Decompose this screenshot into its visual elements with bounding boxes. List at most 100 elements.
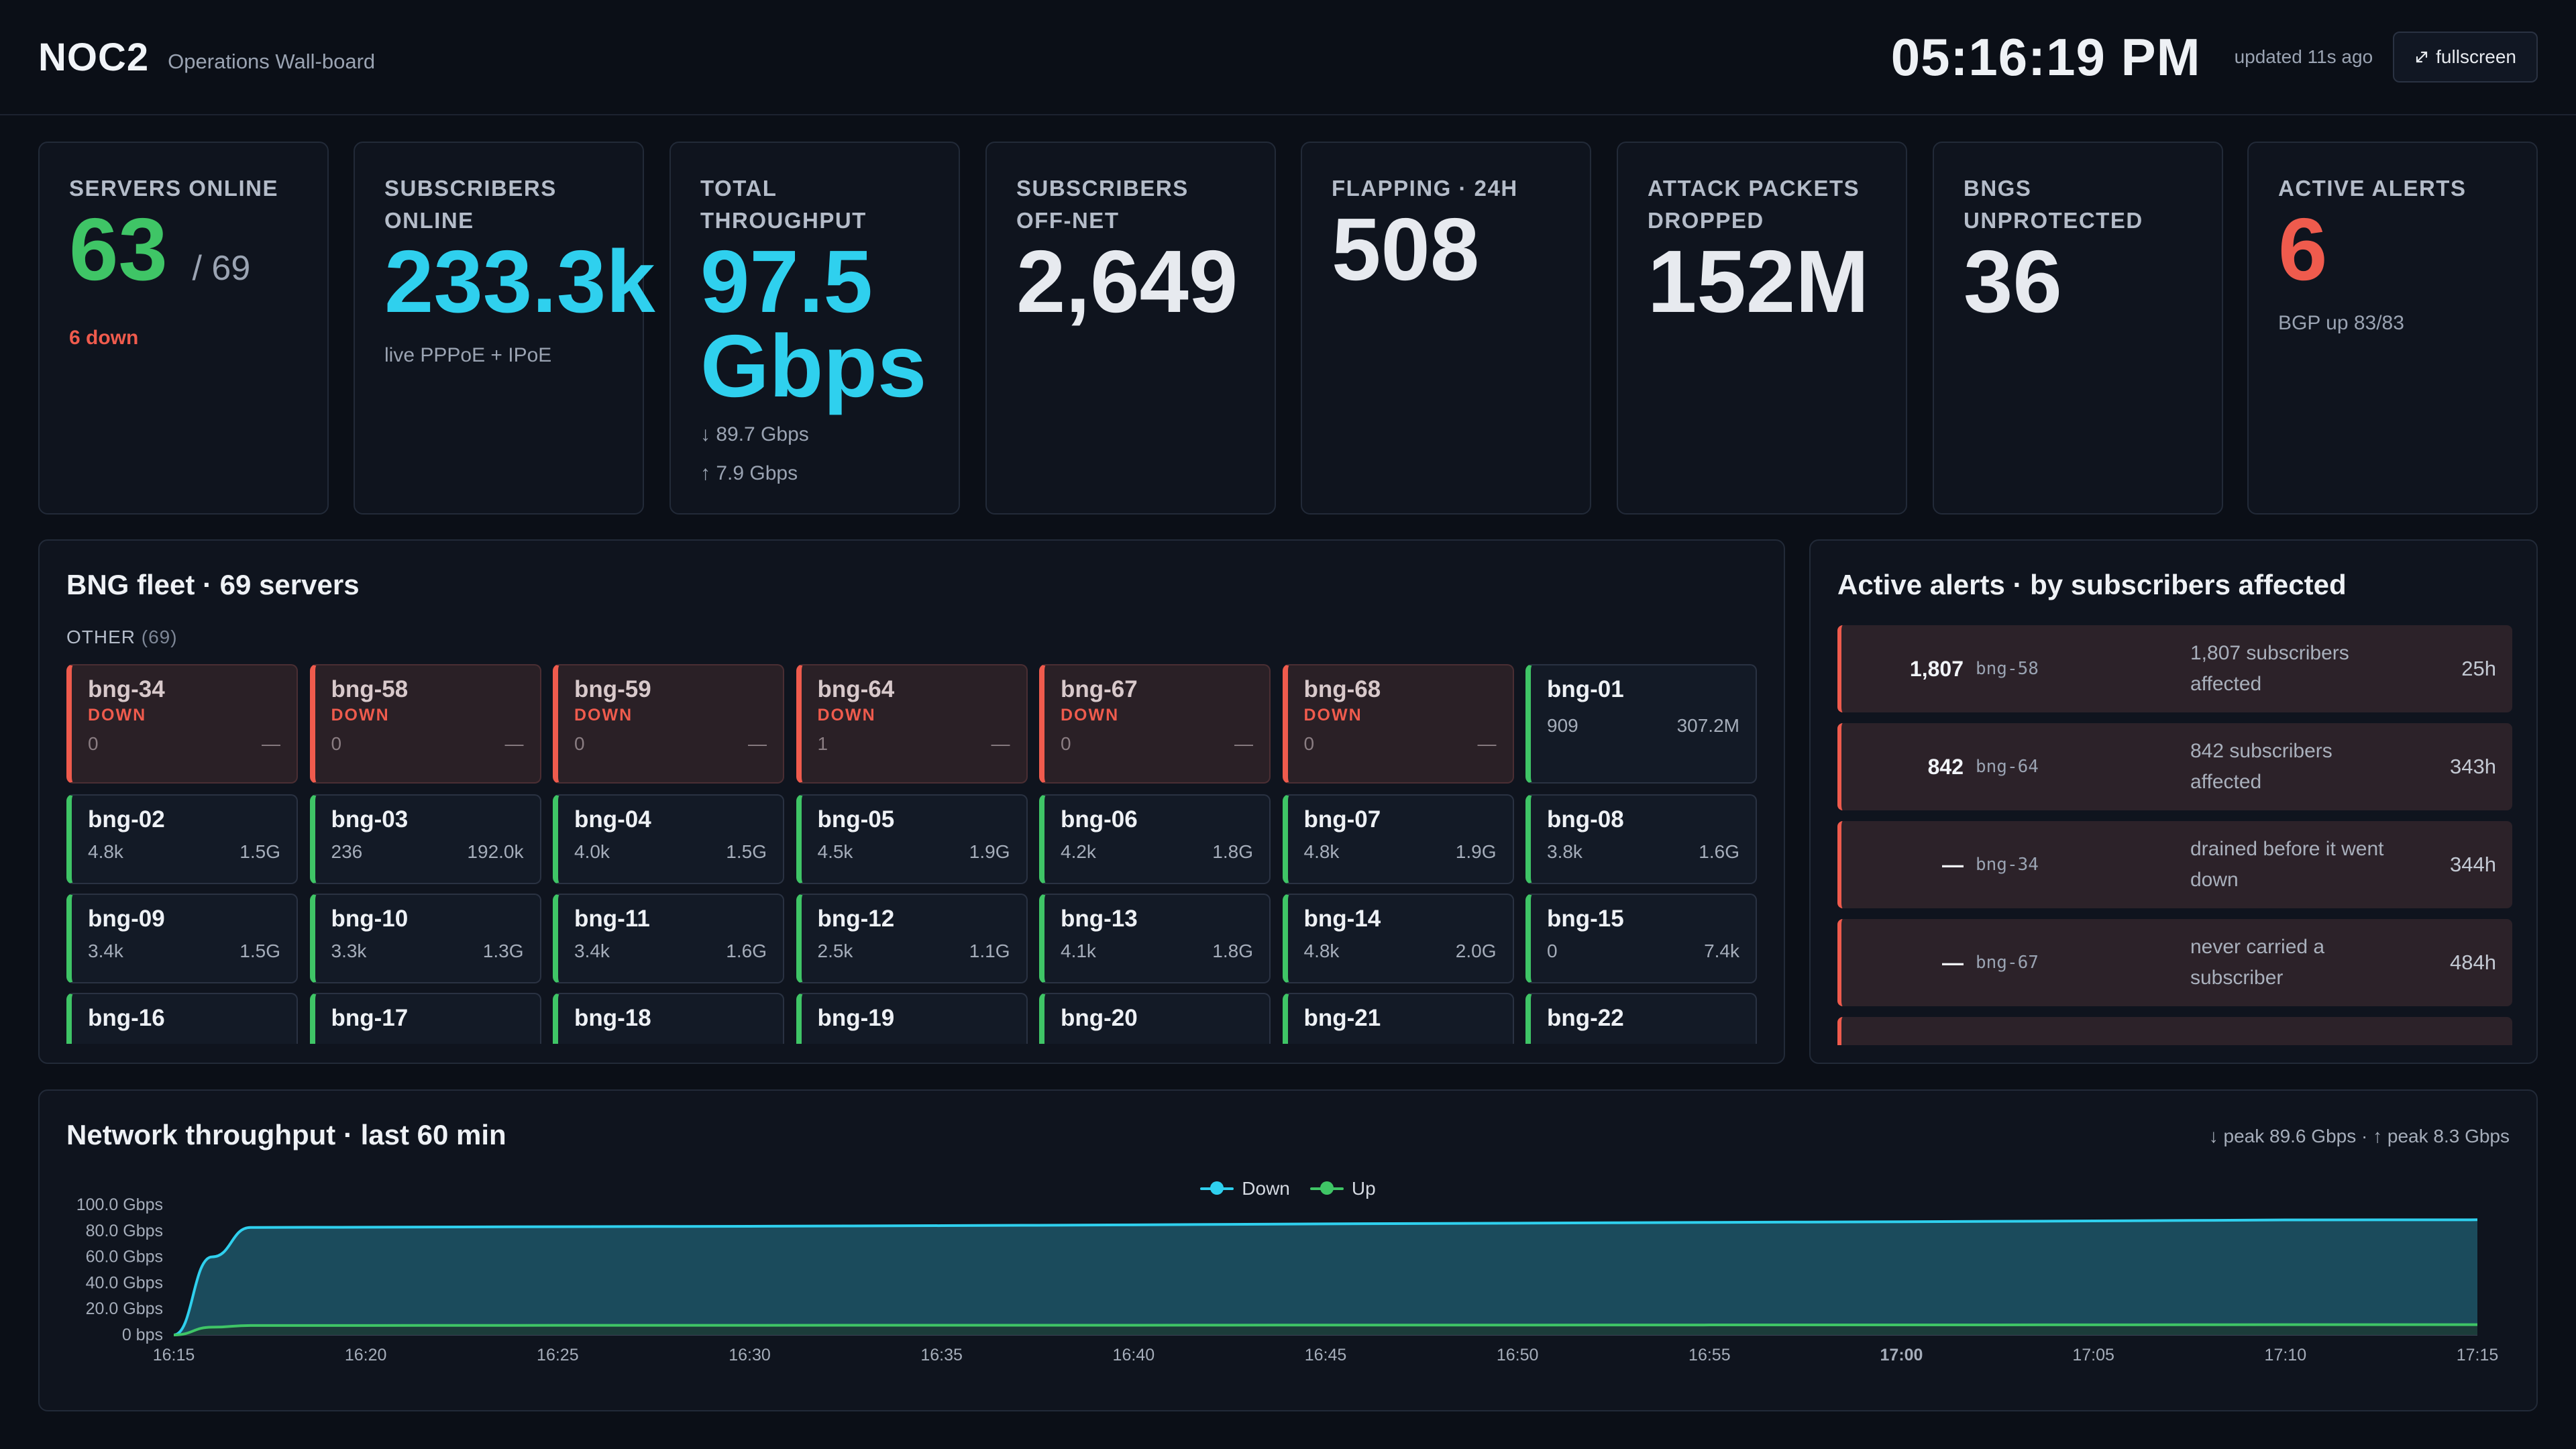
alert-row[interactable]: 842 bng-64 842 subscribers affected 343h — [1837, 723, 2512, 810]
kpi-value: 63 — [69, 200, 168, 299]
bng-tile[interactable]: bng-64 DOWN 1 — — [796, 664, 1028, 784]
bng-tile[interactable]: bng-04 4.0k 1.5G — [553, 794, 784, 884]
x-tick-label: 16:50 — [1497, 1346, 1539, 1364]
bng-tile[interactable]: bng-05 4.5k 1.9G — [796, 794, 1028, 884]
y-tick-label: 40.0 Gbps — [86, 1273, 163, 1292]
legend-item-down[interactable]: Down — [1200, 1178, 1290, 1199]
bng-tile-name: bng-02 — [88, 806, 165, 833]
bng-tile[interactable]: bng-67 DOWN 0 — — [1039, 664, 1271, 784]
bng-tile[interactable]: bng-01 909 307.2M — [1525, 664, 1757, 784]
bng-tile[interactable]: bng-34 DOWN 0 — — [66, 664, 298, 784]
bng-tile[interactable]: bng-68 DOWN 0 — — [1282, 664, 1514, 784]
bng-tile-stats: 3.4k 1.6G — [574, 941, 767, 962]
top-header: NOC2 Operations Wall-board 05:16:19 PM u… — [0, 0, 2576, 115]
bng-tile[interactable]: bng-07 4.8k 1.9G — [1282, 794, 1514, 884]
legend-item-up[interactable]: Up — [1309, 1178, 1376, 1199]
alert-age: 343h — [2450, 755, 2496, 778]
alert-host: bng-58 — [1976, 659, 2039, 679]
bng-tile-throughput: — — [1477, 733, 1497, 754]
bng-tile-subscribers: 3.4k — [88, 941, 123, 961]
kpi-value: 2,649 — [1016, 232, 1238, 331]
bng-tile-stats: 3.4k 1.5G — [88, 941, 280, 962]
bng-tile[interactable]: bng-09 3.4k 1.5G — [66, 894, 298, 983]
fullscreen-button[interactable]: fullscreen — [2393, 32, 2538, 83]
bng-tile-name: bng-59 — [574, 676, 651, 702]
bng-tile[interactable]: bng-58 DOWN 0 — — [309, 664, 541, 784]
kpi-value-wrap: 63 / 69 — [69, 205, 298, 311]
bng-tile-throughput: 192.0k — [467, 841, 524, 862]
x-tick-label: 16:30 — [729, 1346, 771, 1364]
series-line-up — [173, 1323, 2477, 1336]
bng-tile[interactable]: bng-59 DOWN 0 — — [553, 664, 784, 784]
bng-tile-name: bng-16 — [88, 1005, 165, 1031]
bng-tile[interactable]: bng-20 — [1039, 993, 1271, 1044]
kpi-value: 233.3k — [384, 232, 655, 331]
bng-tile-throughput: 1.6G — [726, 941, 767, 961]
alert-row[interactable] — [1837, 1017, 2512, 1045]
bng-tile-stats: 4.8k 1.9G — [1304, 841, 1497, 863]
alert-count: — — [1942, 950, 1964, 975]
kpi-total-throughput: Total Throughput 97.5 Gbps ↓ 89.7 Gbps ↑… — [669, 142, 960, 515]
kpi-sub-up: ↑ 7.9 Gbps — [700, 462, 798, 484]
bng-tile[interactable]: bng-10 3.3k 1.3G — [309, 894, 541, 983]
kpi-label: Attack Packets Dropped — [1648, 176, 1860, 233]
bng-tile[interactable]: bng-13 4.1k 1.8G — [1039, 894, 1271, 983]
bng-tile-throughput: 1.5G — [239, 941, 280, 961]
x-tick-label: 17:10 — [2265, 1346, 2307, 1364]
alert-count — [1868, 1017, 1964, 1045]
bng-tile-name: bng-19 — [817, 1005, 895, 1031]
kpi-label: Flapping · 24h — [1332, 176, 1518, 201]
kpi-label: Total Throughput — [700, 176, 867, 233]
bng-tile[interactable]: bng-16 — [66, 993, 298, 1044]
y-tick-label: 0 bps — [122, 1326, 163, 1344]
bng-tile-name: bng-08 — [1547, 806, 1624, 833]
bng-tile[interactable]: bng-14 4.8k 2.0G — [1282, 894, 1514, 983]
bng-tile[interactable]: bng-03 236 192.0k — [309, 794, 541, 884]
bng-tile-throughput: — — [748, 733, 767, 754]
kpi-sub: 6 down — [69, 327, 139, 349]
bng-tile-stats: 0 — — [88, 733, 280, 755]
bng-tile-throughput: 1.3G — [482, 941, 524, 961]
bng-tile[interactable]: bng-18 — [553, 993, 784, 1044]
bng-tile[interactable]: bng-06 4.2k 1.8G — [1039, 794, 1271, 884]
bng-tile[interactable]: bng-08 3.8k 1.6G — [1525, 794, 1757, 884]
bng-tile-throughput: 1.8G — [1212, 941, 1253, 961]
bng-tile[interactable]: bng-21 — [1282, 993, 1514, 1044]
kpi-subscribers-offnet: Subscribers Off-net 2,649 — [985, 142, 1276, 515]
wall-clock: 05:16:19 PM — [1890, 27, 2201, 87]
bng-tile-throughput: 1.8G — [1212, 841, 1253, 862]
kpi-label: Subscribers Online — [384, 176, 557, 233]
bng-tile-name: bng-18 — [574, 1005, 651, 1031]
alert-row[interactable]: 1,807 bng-58 1,807 subscribers affected … — [1837, 625, 2512, 712]
bng-tile-stats: 0 — — [574, 733, 767, 755]
series-area-down — [174, 1220, 2477, 1335]
bng-tile-name: bng-64 — [817, 676, 895, 702]
bng-tile[interactable]: bng-15 0 7.4k — [1525, 894, 1757, 983]
bng-tile-throughput: 307.2M — [1676, 715, 1739, 736]
throughput-chart: 0 bps 20.0 Gbps 40.0 Gbps 60.0 Gbps 80.0 Gbp… — [76, 1195, 2499, 1364]
alert-host: bng-67 — [1976, 953, 2039, 973]
bng-tile[interactable]: bng-02 4.8k 1.5G — [66, 794, 298, 884]
alert-description: 842 subscribers affected — [2190, 740, 2332, 793]
bng-fleet-panel: BNG fleet · 69 servers OTHER (69) bng-34… — [38, 539, 1785, 1064]
alert-host: bng-64 — [1976, 757, 2039, 777]
alert-row[interactable]: — bng-67 never carried a subscriber 484h — [1837, 919, 2512, 1006]
bng-tile[interactable]: bng-11 3.4k 1.6G — [553, 894, 784, 983]
bng-tile[interactable]: bng-22 — [1525, 993, 1757, 1044]
bng-tile[interactable]: bng-19 — [796, 993, 1028, 1044]
kpi-subscribers-online: Subscribers Online 233.3k live PPPoE + I… — [354, 142, 655, 515]
bng-tile-status: DOWN — [88, 706, 147, 724]
kpi-attack-packets: Attack Packets Dropped 152M — [1617, 142, 1907, 515]
alert-count: 842 — [1927, 754, 1964, 779]
x-tick-label: 16:25 — [537, 1346, 579, 1364]
group-count: (69) — [141, 627, 178, 647]
x-tick-label: 17:05 — [2072, 1346, 2114, 1364]
alert-row[interactable]: — bng-34 drained before it went down 344… — [1837, 821, 2512, 908]
legend-label: Down — [1242, 1178, 1290, 1199]
bng-tile-name: bng-22 — [1547, 1005, 1624, 1031]
bng-tile-throughput: — — [262, 733, 280, 754]
bng-tile[interactable]: bng-12 2.5k 1.1G — [796, 894, 1028, 983]
bng-tile[interactable]: bng-17 — [309, 993, 541, 1044]
y-tick-label: 100.0 Gbps — [76, 1195, 163, 1214]
alert-host: bng-34 — [1976, 855, 2039, 875]
